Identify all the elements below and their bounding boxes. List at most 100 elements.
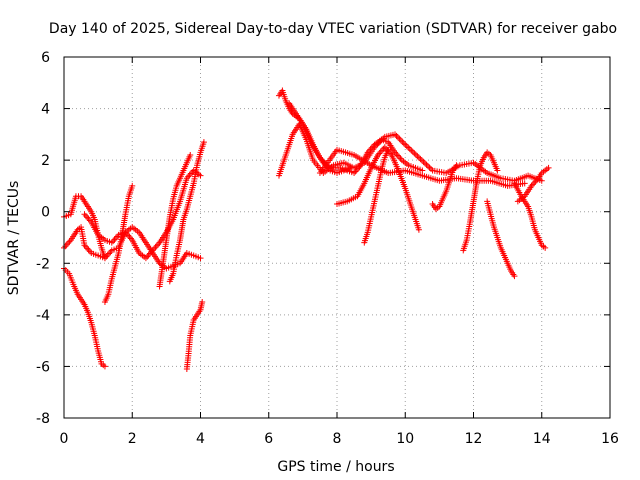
y-tick-labels: -8 -6 -4 -2 0 2 4 6 — [36, 50, 50, 427]
series-track-h — [183, 298, 206, 373]
series-track-o — [429, 162, 460, 213]
data-point — [392, 131, 399, 138]
data-point — [402, 141, 409, 148]
data-point — [393, 132, 400, 139]
data-point — [347, 164, 354, 171]
series-track-r — [511, 180, 549, 251]
data-point — [425, 163, 431, 170]
gridlines — [64, 57, 610, 418]
series-track-m — [334, 144, 422, 233]
data-point — [186, 172, 193, 179]
data-marks — [61, 87, 552, 373]
x-tick-label: 2 — [128, 431, 137, 447]
y-tick-label: -2 — [36, 256, 50, 272]
data-point — [414, 153, 421, 160]
x-tick-labels: 0 2 4 6 8 10 12 14 16 — [60, 431, 619, 447]
data-point — [197, 255, 204, 262]
series-track-g — [166, 139, 207, 285]
data-point — [521, 180, 528, 187]
data-point — [187, 151, 194, 158]
series-track-b — [61, 193, 108, 262]
y-tick-label: -4 — [36, 308, 50, 324]
x-tick-label: 14 — [533, 431, 551, 447]
data-point — [371, 144, 378, 151]
data-point — [415, 226, 422, 233]
data-point — [396, 135, 403, 142]
data-point — [411, 150, 418, 157]
chart-title: Day 140 of 2025, Sidereal Day-to-day VTE… — [49, 21, 617, 37]
data-point — [397, 137, 404, 144]
y-tick-label: -8 — [36, 411, 50, 427]
series-track-f — [156, 151, 194, 290]
data-point — [423, 161, 430, 168]
data-point — [110, 238, 117, 245]
data-point — [406, 145, 413, 152]
data-point — [375, 139, 382, 146]
y-tick-label: -6 — [36, 359, 50, 375]
data-point — [405, 144, 412, 151]
data-point — [409, 148, 416, 155]
data-point — [397, 155, 404, 162]
data-point — [199, 298, 206, 305]
data-point — [538, 177, 545, 184]
data-point — [399, 138, 406, 145]
x-tick-label: 16 — [601, 431, 619, 447]
data-point — [85, 246, 92, 253]
data-point — [153, 242, 160, 249]
data-point — [81, 211, 88, 218]
data-point — [542, 244, 549, 251]
data-point — [420, 158, 427, 165]
data-point — [379, 147, 386, 154]
data-point — [84, 214, 91, 221]
data-point — [408, 147, 415, 154]
data-point — [394, 152, 401, 159]
data-point — [494, 167, 501, 174]
series-track-i — [275, 87, 426, 177]
data-point — [112, 235, 119, 242]
data-point — [385, 146, 392, 153]
data-point — [412, 151, 419, 158]
y-axis-label: SDTVAR / TECUs — [6, 181, 22, 296]
data-point — [101, 363, 108, 370]
data-point — [403, 143, 410, 150]
x-tick-label: 4 — [196, 431, 205, 447]
y-tick-label: 4 — [41, 102, 50, 118]
data-point — [378, 136, 385, 143]
data-point — [84, 245, 91, 252]
data-point — [352, 168, 359, 175]
data-point — [419, 167, 426, 174]
data-point — [377, 138, 384, 145]
x-tick-label: 8 — [333, 431, 342, 447]
data-point — [380, 135, 387, 142]
y-tick-label: 2 — [41, 153, 50, 169]
data-point — [200, 139, 207, 146]
series-track-a — [61, 265, 108, 370]
x-axis-label: GPS time / hours — [277, 459, 394, 475]
data-point — [511, 273, 518, 280]
data-point — [426, 164, 433, 171]
x-tick-label: 10 — [396, 431, 414, 447]
data-point — [82, 212, 89, 219]
data-point — [418, 157, 425, 164]
series-track-s — [514, 164, 552, 205]
data-point — [453, 162, 460, 169]
data-point — [85, 215, 92, 222]
data-point — [394, 134, 401, 141]
y-tick-label: 0 — [41, 205, 50, 221]
data-point — [400, 140, 407, 147]
data-point — [126, 233, 133, 240]
data-point — [63, 241, 70, 248]
data-point — [377, 148, 384, 155]
series-track-d — [81, 167, 204, 262]
data-point — [62, 243, 69, 250]
series-track-p — [460, 149, 501, 254]
data-point — [421, 160, 428, 167]
axis-ticks — [63, 56, 611, 419]
data-point — [374, 141, 381, 148]
series-track-k — [286, 100, 354, 177]
x-tick-label: 12 — [465, 431, 483, 447]
data-point — [129, 182, 136, 189]
data-point — [373, 142, 379, 149]
series-track-q — [484, 198, 518, 280]
